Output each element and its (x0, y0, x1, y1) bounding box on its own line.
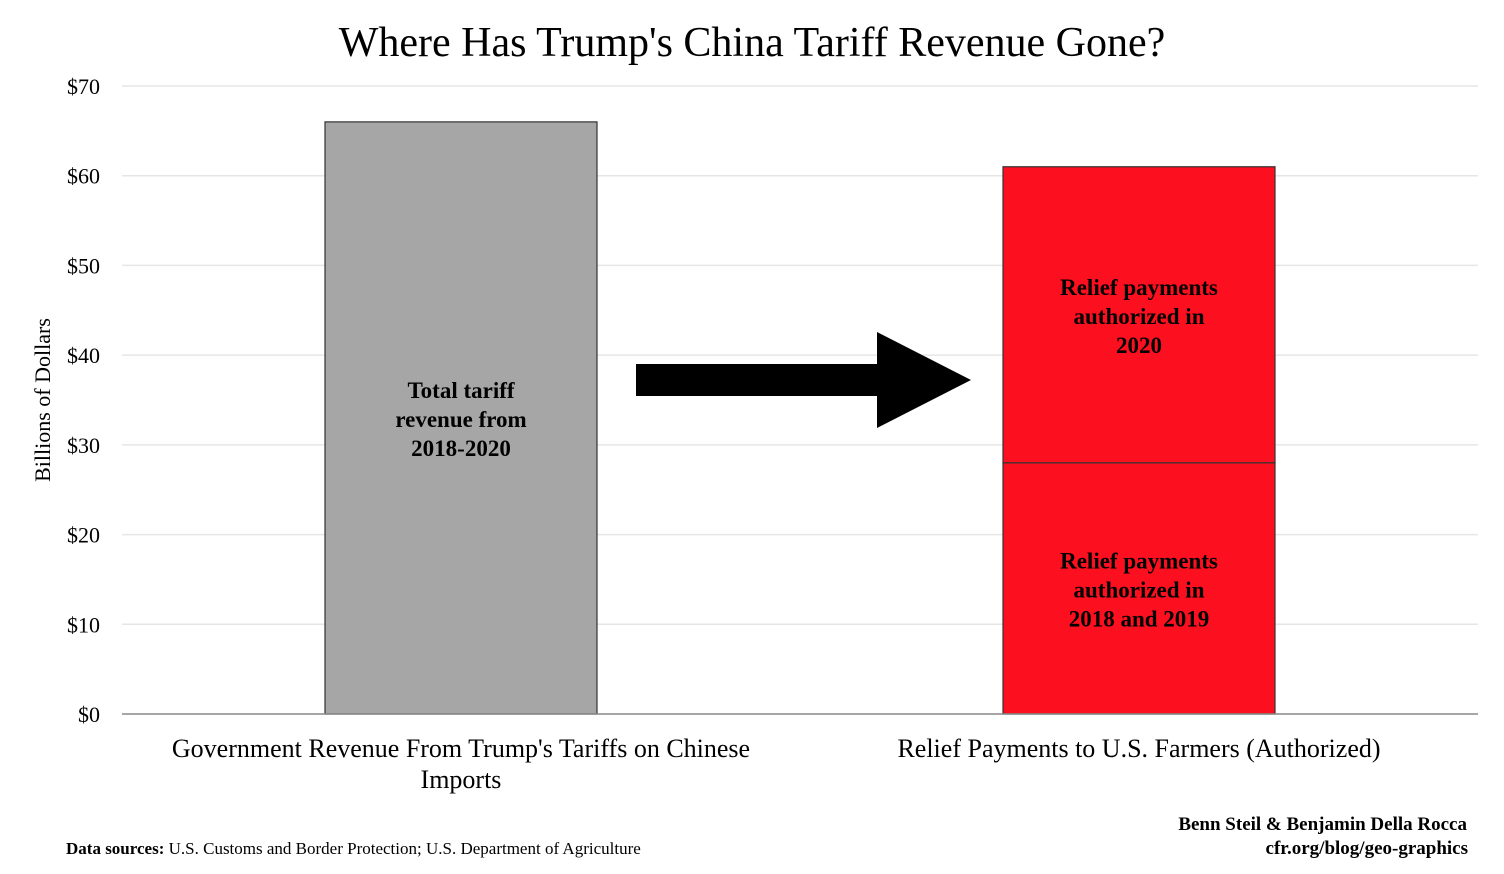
right-arrow-icon (636, 332, 971, 428)
data-sources-label: Data sources: (66, 839, 164, 858)
bars: Total tariff revenue from 2018-2020 Relief … (324, 121, 1276, 715)
segment-label: Total tariff revenue from 2018-2020 (395, 378, 526, 461)
authors: Benn Steil & Benjamin Della Rocca (1178, 814, 1467, 835)
bar-segment (1002, 462, 1276, 715)
chart-title: Where Has Trump's China Tariff Revenue G… (339, 20, 1166, 66)
y-tick-label: $40 (67, 343, 100, 368)
data-sources: Data sources: U.S. Customs and Border Pr… (66, 839, 641, 858)
x-tick-label: Government Revenue From Trump's Tariffs … (172, 734, 750, 794)
y-tick-label: $10 (67, 612, 100, 637)
x-tick-labels: Government Revenue From Trump's Tariffs … (172, 734, 1381, 794)
segment-label: Relief payments authorized in 2018 and 201… (1060, 548, 1218, 631)
y-tick-label: $70 (67, 74, 100, 99)
y-tick-label: $30 (67, 433, 100, 458)
segment-label: Relief payments authorized in 2020 (1060, 275, 1218, 358)
bar-segment (1002, 166, 1276, 464)
y-tick-label: $20 (67, 523, 100, 548)
y-tick-label: $0 (78, 702, 100, 727)
y-tick-label: $60 (67, 164, 100, 189)
y-axis-label: Billions of Dollars (30, 318, 55, 482)
source-url: cfr.org/blog/geo-graphics (1266, 838, 1468, 859)
y-tick-label: $50 (67, 253, 100, 278)
data-sources-text: U.S. Customs and Border Protection; U.S.… (164, 839, 640, 858)
x-tick-label: Relief Payments to U.S. Farmers (Authori… (897, 734, 1380, 763)
y-tick-labels: $0 $10 $20 $30 $40 $50 $60 $70 (67, 74, 100, 727)
